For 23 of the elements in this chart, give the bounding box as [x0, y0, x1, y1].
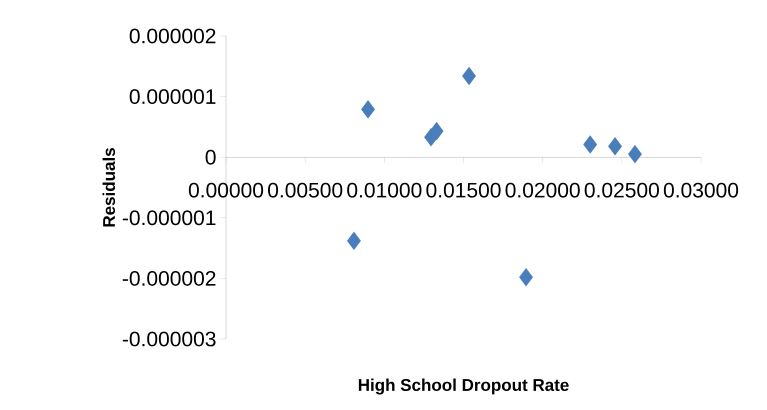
x-tick-label: 0.00000 [188, 182, 264, 198]
point [346, 232, 361, 250]
point [462, 66, 476, 86]
point [519, 268, 533, 286]
y-tick-label: 0 [206, 150, 216, 165]
point [628, 144, 642, 164]
point [430, 122, 444, 140]
point [608, 137, 622, 156]
x-tick-label: 0.01500 [426, 182, 501, 198]
x-tick-label: 0.02000 [506, 182, 580, 198]
x-tick-label: 0.03000 [664, 182, 738, 198]
y-tick-label: -0.000003 [122, 332, 216, 346]
y-tick-label: -0.000002 [122, 270, 216, 286]
y-tick-label: 0.000002 [130, 28, 216, 44]
x-axis-title: High School Dropout Rate [358, 378, 569, 394]
y-tick-label: -0.000001 [122, 210, 216, 226]
y-tick-label: 0.000001 [130, 89, 216, 104]
x-tick-label: 0.00500 [268, 182, 342, 198]
point [361, 100, 375, 119]
x-tick-label: 0.01000 [347, 182, 422, 198]
y-axis-title: Residuals [102, 148, 116, 227]
point [583, 135, 598, 154]
x-tick-label: 0.02500 [584, 182, 659, 198]
